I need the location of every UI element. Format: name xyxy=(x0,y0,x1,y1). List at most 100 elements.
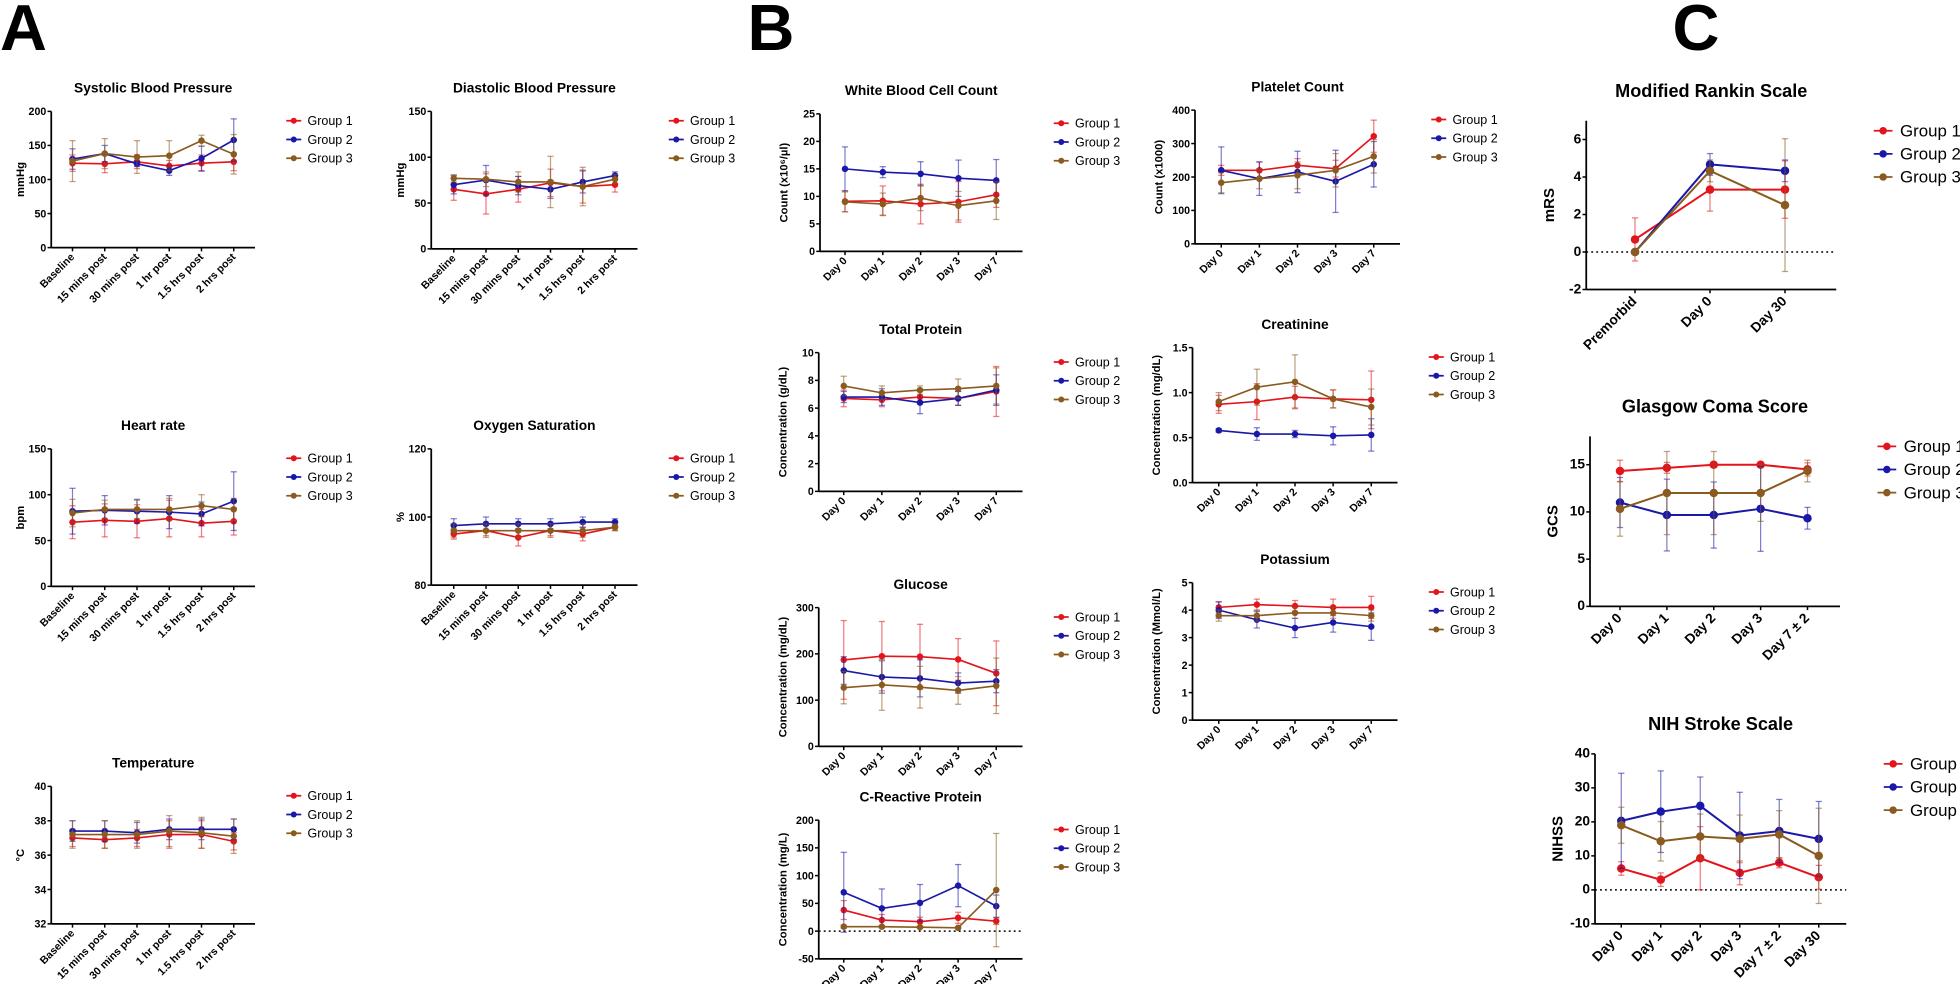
data-point xyxy=(993,886,1000,894)
y-axis-label: % xyxy=(395,512,407,522)
x-tick-label: Day 3 xyxy=(934,962,963,984)
x-tick-label: Day 0 xyxy=(1588,610,1625,647)
data-point xyxy=(879,200,887,208)
data-point xyxy=(230,506,237,513)
legend-marker xyxy=(290,811,297,818)
y-tick-label: 0 xyxy=(1184,239,1190,251)
series-line xyxy=(72,830,234,838)
legend-marker xyxy=(290,455,297,462)
x-tick-label: Day 2 xyxy=(896,750,925,779)
y-tick-label: 4 xyxy=(1574,169,1582,184)
x-tick-label: Day 1 xyxy=(858,750,887,779)
legend-label: Group 2 xyxy=(1450,369,1495,383)
series-group-3 xyxy=(1215,354,1375,426)
legend-marker xyxy=(1889,760,1897,768)
legend-item: Group 2 xyxy=(1428,604,1495,618)
data-point xyxy=(1705,185,1715,194)
legend-label: Group 3 xyxy=(1075,154,1120,168)
chart-creatinine: Creatinine 0.0 0.5 1.0 1.5 Day 0 Day 1 Day 2 Day… xyxy=(1151,317,1495,515)
data-point xyxy=(840,889,848,896)
legend-label: Group 1 xyxy=(1075,117,1120,131)
legend-marker xyxy=(1433,372,1440,379)
panel-letter-a: A xyxy=(0,0,47,64)
y-tick-label: 100 xyxy=(1172,205,1190,217)
legend-marker xyxy=(1058,826,1065,833)
legend-marker xyxy=(1058,396,1065,403)
y-tick-label: 50 xyxy=(802,898,814,910)
chart-white-blood-cell-count: White Blood Cell Count 0 5 10 15 20 25 Day 0 Day… xyxy=(779,83,1121,283)
data-point xyxy=(1291,378,1299,386)
y-tick-label: 20 xyxy=(1575,814,1591,829)
chart-title: Potassium xyxy=(1260,552,1330,567)
legend-item: Group 3 xyxy=(1053,154,1120,168)
y-tick-label: 150 xyxy=(29,140,47,152)
x-tick-label: Day 2 xyxy=(1668,928,1705,965)
y-tick-label: 0 xyxy=(420,244,426,256)
data-point xyxy=(1291,430,1299,438)
chart-title: White Blood Cell Count xyxy=(845,83,998,98)
data-point xyxy=(1368,403,1375,411)
series-group-1 xyxy=(69,820,237,851)
legend-marker xyxy=(1883,465,1891,474)
y-tick-label: 100 xyxy=(796,695,814,707)
legend-item: Group 2 xyxy=(1053,135,1120,149)
legend-item: Group 3 xyxy=(668,489,735,503)
x-tick-label: Day 2 xyxy=(1271,486,1300,515)
legend-label: Group 1 xyxy=(308,789,353,803)
data-point xyxy=(917,194,924,202)
data-point xyxy=(547,178,554,186)
legend-item: Group 1 xyxy=(668,452,735,466)
y-tick-label: -2 xyxy=(1569,281,1582,296)
data-point xyxy=(1215,612,1222,619)
data-point xyxy=(1253,601,1261,608)
legend-marker xyxy=(673,474,680,480)
y-axis-label: Concentration (mg/L) xyxy=(777,832,789,946)
x-tick-label: Day 0 xyxy=(1589,928,1626,965)
y-tick-label: 1 xyxy=(1182,687,1188,699)
legend-label: Group 2 xyxy=(1450,604,1495,618)
legend-marker xyxy=(1433,391,1440,398)
legend-marker xyxy=(290,136,297,143)
x-tick-label: Day 0 xyxy=(821,255,850,284)
x-tick-label: Day 3 xyxy=(1309,724,1338,753)
y-tick-label: 200 xyxy=(796,815,814,827)
data-point xyxy=(878,389,886,397)
legend-marker xyxy=(290,792,297,799)
data-point xyxy=(1253,383,1261,391)
data-point xyxy=(993,382,1000,390)
data-point xyxy=(1329,609,1337,617)
y-tick-label: 100 xyxy=(29,174,47,186)
y-tick-label: 0.0 xyxy=(1173,477,1188,489)
chart-title: Temperature xyxy=(112,756,195,771)
y-axis-label: Concentration (mg/dL) xyxy=(777,616,789,737)
data-point xyxy=(840,684,848,691)
legend-label: Group 3 xyxy=(1910,801,1960,820)
x-tick-label: Day 0 xyxy=(1195,724,1224,753)
data-point xyxy=(1656,875,1665,884)
series-group-3 xyxy=(69,814,237,855)
y-axis-label: Concentration (Mmol/L) xyxy=(1151,588,1163,714)
legend-item: Group 2 xyxy=(286,133,353,147)
y-tick-label: 0 xyxy=(40,242,46,254)
data-point xyxy=(133,153,141,161)
y-tick-label: 15 xyxy=(803,164,815,176)
series-line xyxy=(453,526,616,539)
data-point xyxy=(198,137,205,144)
legend-item: Group 1 xyxy=(286,789,353,803)
data-point xyxy=(101,831,108,838)
legend-marker xyxy=(673,455,680,462)
x-tick-label: Premorbid xyxy=(1580,294,1639,353)
legend-label: Group 1 xyxy=(1453,113,1498,127)
legend-marker xyxy=(1879,173,1887,181)
legend-label: Group 2 xyxy=(690,133,735,147)
legend-marker xyxy=(1433,354,1440,360)
x-tick-label: Day 3 xyxy=(934,750,963,779)
legend-marker xyxy=(290,474,297,480)
legend-label: Group 2 xyxy=(690,470,735,484)
legend-label: Group 3 xyxy=(1453,150,1498,164)
data-point xyxy=(1294,172,1301,179)
y-tick-label: 300 xyxy=(796,602,814,614)
legend-item: Group 2 xyxy=(286,470,353,484)
y-tick-label: 4 xyxy=(808,431,814,443)
